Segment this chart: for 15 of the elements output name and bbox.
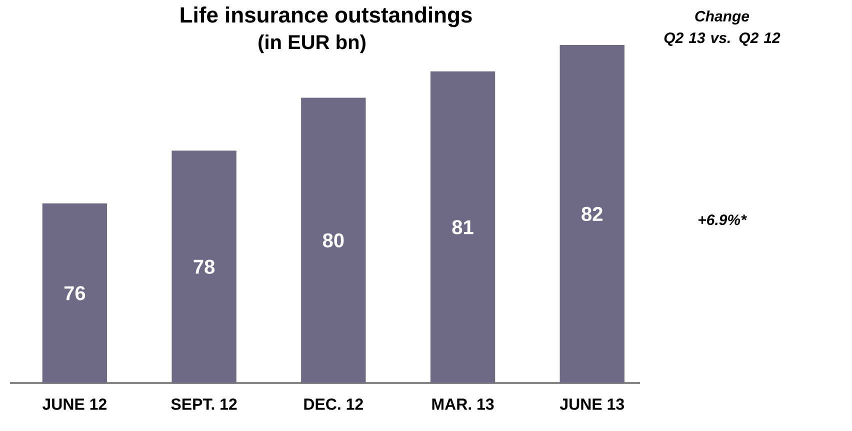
x-tick-label: JUNE 12 [42, 398, 106, 410]
data-label: 82 [582, 206, 602, 222]
chart-subtitle: (in EUR bn) [258, 34, 366, 54]
x-tick-label: MAR. 13 [432, 398, 494, 410]
data-label: 80 [322, 233, 344, 248]
x-tick-label: JUNE 13 [560, 398, 624, 410]
data-label: 76 [64, 286, 86, 300]
chart-title: Life insurance outstandings [180, 6, 472, 28]
x-tick-label: DEC. 12 [304, 398, 363, 410]
data-label: 78 [194, 260, 215, 274]
data-label: 81 [452, 220, 474, 234]
x-tick-label: SEPT. 12 [171, 398, 237, 410]
text: Q2 13 vs. Q2 12 [664, 32, 780, 46]
text: Change [695, 10, 750, 24]
text: +6.9%* [698, 214, 747, 226]
